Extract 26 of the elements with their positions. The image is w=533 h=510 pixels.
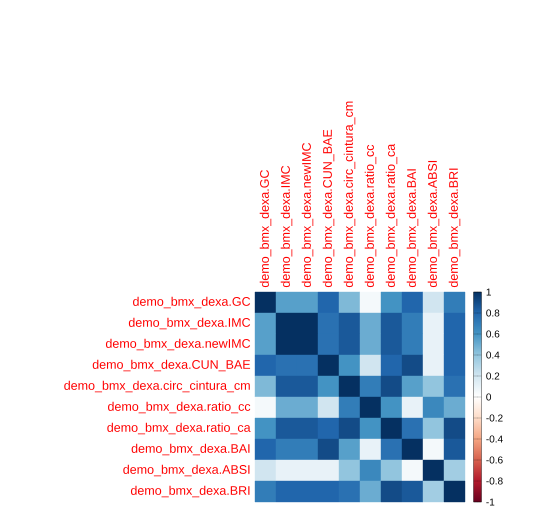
x-tick-label: demo_bmx_dexa.ABSI	[428, 160, 440, 288]
y-tick-label: demo_bmx_dexa.GC	[133, 296, 250, 308]
y-tick-label: demo_bmx_dexa.circ_cintura_cm	[64, 380, 250, 392]
color-bar-label: 0.6	[486, 330, 500, 338]
y-tick-label: demo_bmx_dexa.ratio_cc	[108, 402, 250, 414]
color-bar-label: -1	[486, 498, 494, 506]
x-tick-label: demo_bmx_dexa.BAI	[406, 169, 418, 288]
y-tick-label: demo_bmx_dexa.CUN_BAE	[92, 360, 250, 372]
color-bar-label: -0.2	[486, 414, 503, 422]
y-tick-label: demo_bmx_dexa.BAI	[132, 444, 250, 456]
x-tick-label: demo_bmx_dexa.ratio_ca	[386, 144, 398, 288]
color-bar-label: 1	[486, 288, 491, 296]
color-bar-label: 0.4	[486, 351, 500, 359]
x-tick-label: demo_bmx_dexa.ratio_cc	[364, 144, 376, 288]
y-tick-label: demo_bmx_dexa.ratio_ca	[107, 422, 251, 434]
color-bar-label: 0.8	[486, 309, 500, 317]
y-tick-label: demo_bmx_dexa.newIMC	[106, 338, 250, 350]
y-tick-label: demo_bmx_dexa.IMC	[128, 318, 250, 330]
color-bar-label: 0	[486, 393, 492, 401]
x-tick-label: demo_bmx_dexa.BRI	[448, 168, 460, 288]
y-tick-label: demo_bmx_dexa.BRI	[130, 486, 250, 498]
color-bar-label: 0.2	[486, 372, 500, 380]
color-bar-label: -0.6	[486, 456, 503, 464]
color-bar-label: -0.4	[486, 435, 503, 443]
color-bar-label: -0.8	[486, 477, 503, 485]
y-tick-label: demo_bmx_dexa.ABSI	[123, 464, 250, 476]
